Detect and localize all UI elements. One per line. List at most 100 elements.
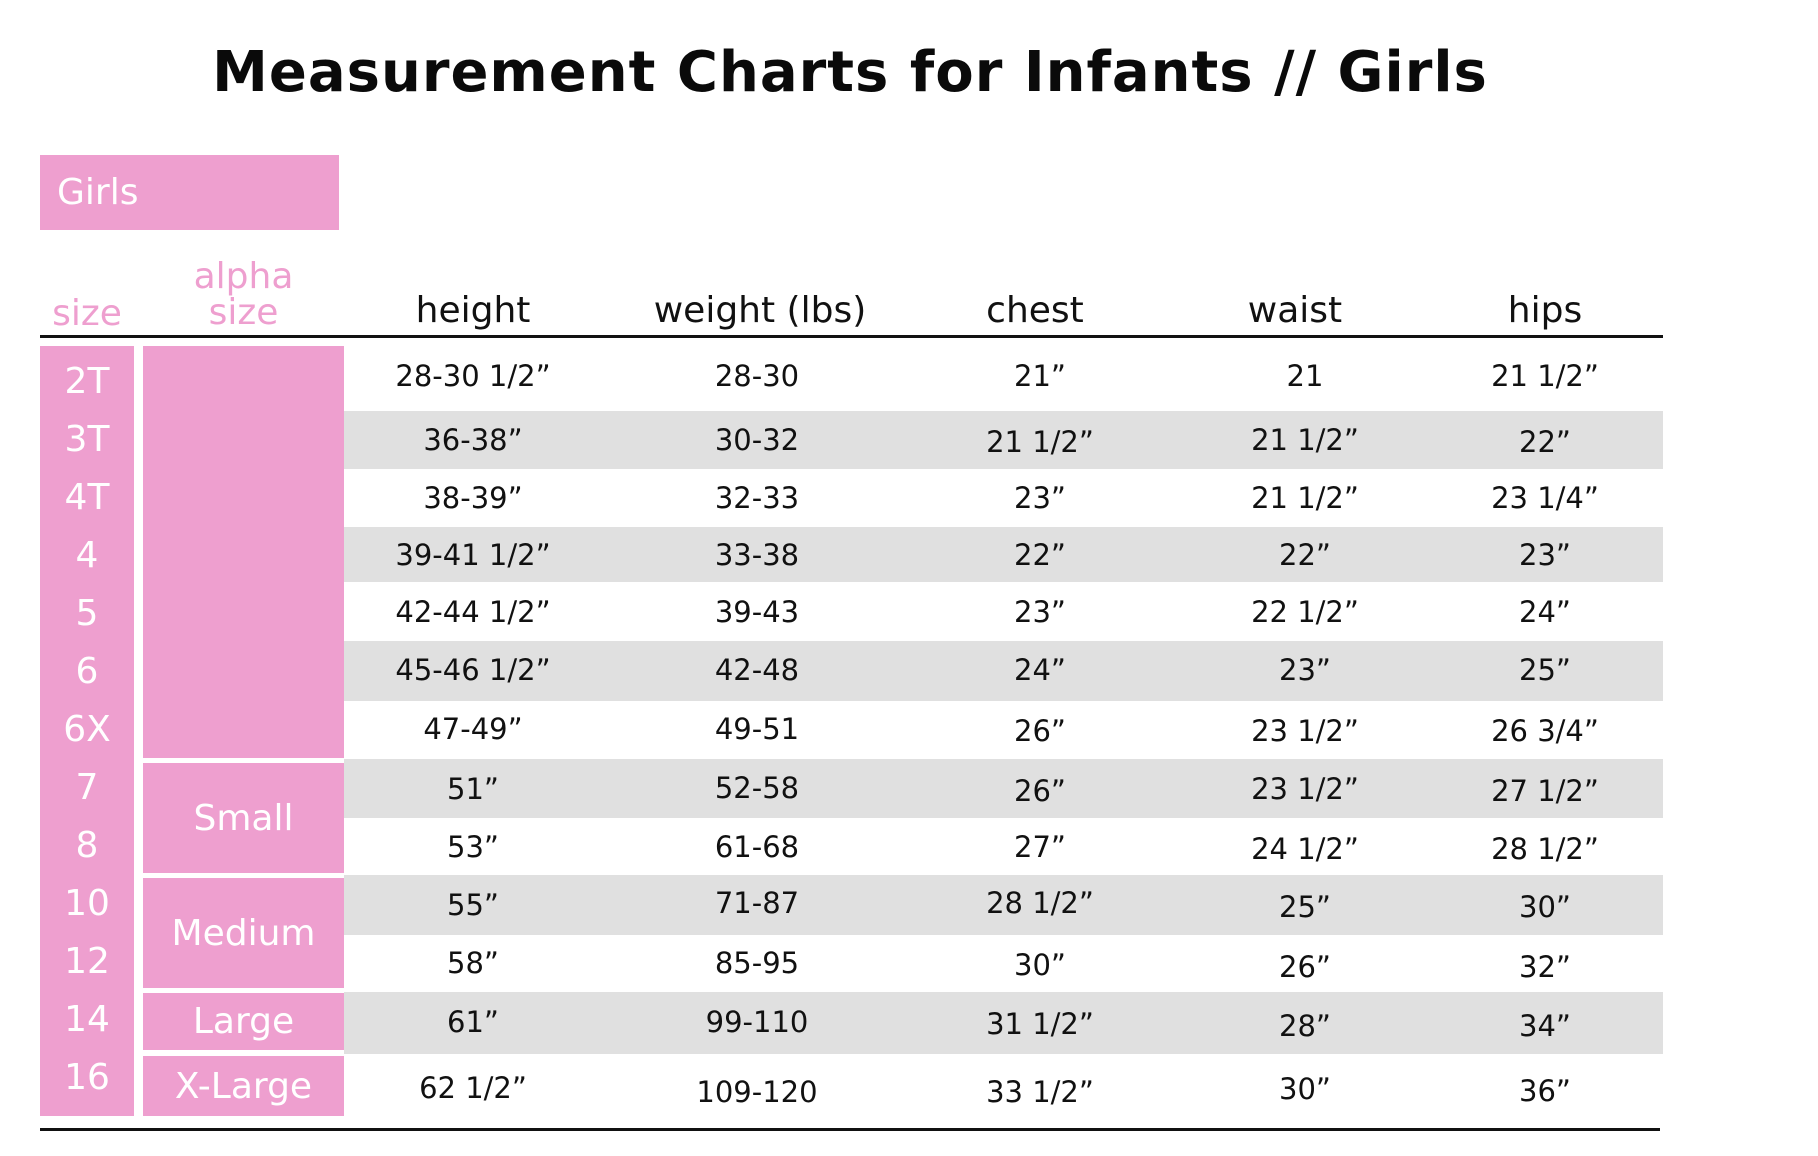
chest-cell: 30”: [1014, 948, 1066, 982]
header-alpha-line1: alpha: [193, 256, 294, 297]
hips-cell: 21 1/2”: [1491, 359, 1599, 393]
waist-cell: 26”: [1279, 950, 1331, 984]
size-cell: 2T: [64, 361, 110, 402]
height-cell: 42-44 1/2”: [395, 595, 551, 629]
row-stripe: [344, 527, 1663, 582]
alpha-group-large: Large: [143, 993, 344, 1050]
chest-cell: 33 1/2”: [986, 1075, 1094, 1109]
chest-cell: 23”: [1014, 481, 1066, 515]
waist-cell: 22”: [1279, 538, 1331, 572]
height-cell: 58”: [447, 946, 499, 980]
size-cell: 4T: [64, 477, 110, 518]
hips-cell: 26 3/4”: [1491, 714, 1599, 748]
height-cell: 45-46 1/2”: [395, 653, 551, 687]
chest-cell: 26”: [1014, 774, 1066, 808]
size-cell: 14: [64, 999, 110, 1040]
height-cell: 53”: [447, 830, 499, 864]
page-title: Measurement Charts for Infants // Girls: [212, 40, 1488, 105]
waist-cell: 23 1/2”: [1251, 714, 1359, 748]
height-cell: 36-38”: [423, 423, 523, 457]
header-waist: waist: [1247, 290, 1343, 331]
weight-cell: 85-95: [714, 946, 800, 980]
weight-cell: 52-58: [714, 771, 800, 805]
size-cell: 4: [75, 535, 99, 576]
chest-cell: 21 1/2”: [986, 425, 1094, 459]
size-cell: 10: [64, 883, 110, 924]
hips-cell: 22”: [1519, 425, 1571, 459]
alpha-group-none: [143, 346, 344, 758]
weight-cell: 30-32: [714, 423, 800, 457]
alpha-group-medium: Medium: [143, 878, 344, 988]
weight-cell: 71-87: [714, 886, 800, 920]
chest-cell: 21”: [1014, 359, 1066, 393]
chest-cell: 28 1/2”: [986, 886, 1094, 920]
header-chest: chest: [986, 290, 1084, 331]
chest-cell: 23”: [1014, 595, 1066, 629]
hips-cell: 34”: [1519, 1009, 1571, 1043]
waist-cell: 25”: [1279, 890, 1331, 924]
size-cell: 16: [64, 1057, 110, 1098]
chest-cell: 24”: [1014, 653, 1066, 687]
hips-cell: 23 1/4”: [1491, 481, 1599, 515]
waist-cell: 22 1/2”: [1251, 595, 1359, 629]
weight-cell: 99-110: [705, 1005, 809, 1039]
waist-cell: 21 1/2”: [1251, 423, 1359, 457]
waist-cell: 21 1/2”: [1251, 481, 1359, 515]
header-size: size: [52, 293, 122, 334]
weight-cell: 32-33: [714, 481, 800, 515]
chest-cell: 26”: [1014, 714, 1066, 748]
waist-cell: 23 1/2”: [1251, 772, 1359, 806]
size-cell: 6X: [63, 709, 111, 750]
row-stripe: [344, 641, 1663, 701]
weight-cell: 39-43: [714, 595, 800, 629]
size-cell: 7: [75, 767, 99, 808]
weight-cell: 49-51: [714, 712, 800, 746]
hips-cell: 36”: [1519, 1074, 1571, 1108]
waist-cell: 23”: [1279, 653, 1331, 687]
row-stripe: [344, 992, 1663, 1054]
header-hips: hips: [1507, 290, 1583, 331]
row-stripe: [344, 411, 1663, 469]
height-cell: 39-41 1/2”: [395, 538, 551, 572]
hips-cell: 23”: [1519, 538, 1571, 572]
row-stripe: [344, 759, 1663, 818]
weight-cell: 42-48: [714, 653, 800, 687]
hips-cell: 27 1/2”: [1491, 774, 1599, 808]
height-cell: 28-30 1/2”: [395, 359, 551, 393]
height-cell: 51”: [447, 772, 499, 806]
hips-cell: 24”: [1519, 595, 1571, 629]
alpha-group-xlarge: X-Large: [143, 1056, 344, 1116]
size-cell: 5: [75, 593, 99, 634]
hips-cell: 28 1/2”: [1491, 832, 1599, 866]
height-cell: 38-39”: [423, 481, 523, 515]
height-cell: 55”: [447, 888, 499, 922]
header-divider: [40, 335, 1663, 338]
chest-cell: 22”: [1014, 538, 1066, 572]
weight-cell: 109-120: [696, 1075, 818, 1109]
weight-cell: 33-38: [714, 538, 800, 572]
size-cell: 8: [75, 825, 99, 866]
size-cell: 12: [64, 941, 110, 982]
waist-cell: 24 1/2”: [1251, 832, 1359, 866]
height-cell: 61”: [447, 1005, 499, 1039]
size-cell: 3T: [64, 419, 110, 460]
header-weight: weight (lbs): [653, 290, 867, 331]
height-cell: 62 1/2”: [419, 1071, 527, 1105]
weight-cell: 28-30: [714, 359, 800, 393]
hips-cell: 30”: [1519, 890, 1571, 924]
bottom-divider: [40, 1128, 1660, 1131]
size-column: [40, 346, 134, 1116]
waist-cell: 28”: [1279, 1009, 1331, 1043]
row-stripe: [344, 875, 1663, 935]
waist-cell: 21: [1286, 359, 1324, 393]
chest-cell: 27”: [1014, 830, 1066, 864]
section-label: Girls: [40, 155, 339, 230]
height-cell: 47-49”: [423, 712, 523, 746]
header-alpha-line2: size: [208, 292, 279, 333]
alpha-group-small: Small: [143, 763, 344, 873]
waist-cell: 30”: [1279, 1072, 1331, 1106]
size-cell: 6: [75, 651, 99, 692]
hips-cell: 32”: [1519, 950, 1571, 984]
chest-cell: 31 1/2”: [986, 1007, 1094, 1041]
hips-cell: 25”: [1519, 653, 1571, 687]
